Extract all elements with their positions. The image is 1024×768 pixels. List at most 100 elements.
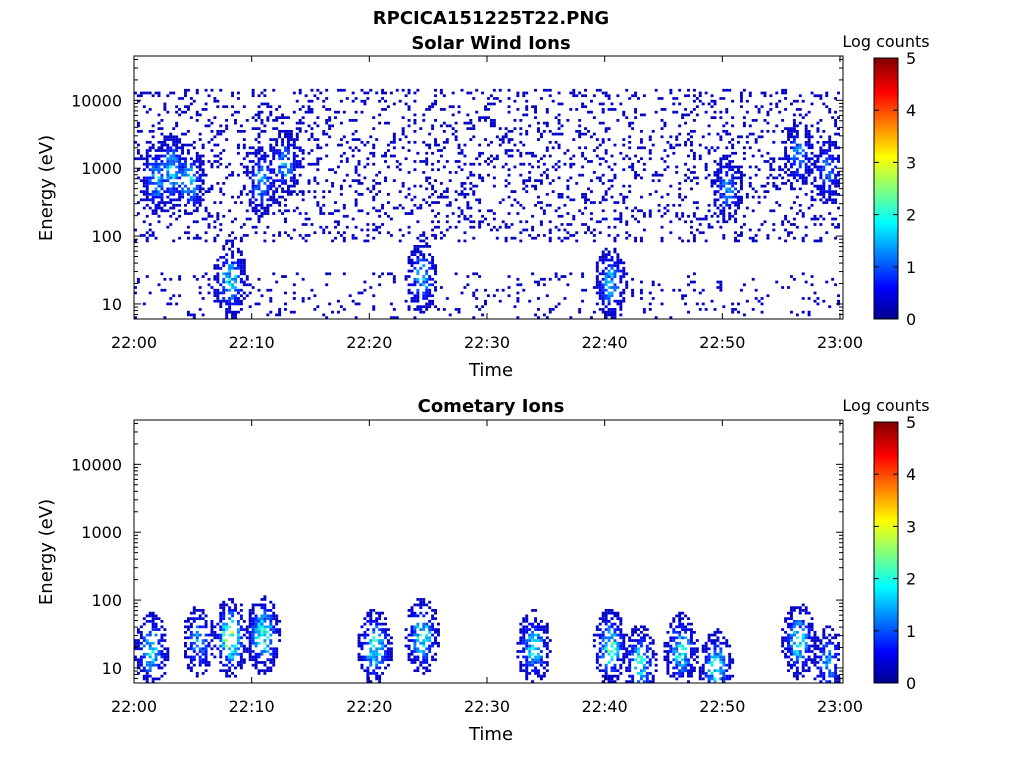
heatmap-cell [269, 639, 273, 642]
heatmap-cell [407, 633, 411, 637]
heatmap-cell [431, 628, 435, 631]
heatmap-cell [719, 171, 723, 174]
heatmap-cell [719, 184, 723, 188]
heatmap-cell [260, 190, 264, 193]
heatmap-cell [272, 138, 276, 141]
heatmap-cell [231, 633, 235, 637]
heatmap-cell [613, 250, 617, 254]
heatmap-cell [272, 154, 276, 158]
heatmap-cell [242, 619, 246, 623]
heatmap-cell [678, 288, 682, 292]
heatmap-cell [525, 113, 529, 117]
heatmap-cell [269, 288, 273, 292]
heatmap-cell [184, 88, 187, 92]
heatmap-cell [728, 206, 732, 210]
heatmap-cell [642, 212, 646, 215]
heatmap-cell [207, 223, 211, 226]
heatmap-cell [507, 195, 511, 199]
heatmap-cell [487, 108, 490, 111]
heatmap-cell [684, 302, 688, 306]
heatmap-cell [484, 302, 487, 306]
heatmap-cell [407, 258, 411, 262]
heatmap-cell [436, 641, 440, 645]
heatmap-cell [175, 157, 179, 161]
heatmap-cell [145, 160, 149, 163]
heatmap-cell [195, 674, 199, 678]
heatmap-cell [389, 217, 393, 221]
heatmap-cell [492, 225, 496, 229]
heatmap-cell [378, 617, 382, 620]
heatmap-cell [157, 650, 161, 653]
heatmap-cell [737, 140, 740, 144]
heatmap-cell [689, 140, 693, 144]
heatmap-cell [257, 168, 261, 172]
heatmap-cell [236, 633, 240, 637]
heatmap-cell [284, 308, 287, 311]
heatmap-cell [257, 669, 261, 673]
heatmap-cell [681, 212, 685, 215]
heatmap-cell [160, 288, 164, 292]
heatmap-cell [701, 302, 705, 306]
heatmap-cell [151, 650, 155, 653]
heatmap-cell [834, 179, 838, 183]
heatmap-cell [489, 102, 493, 106]
heatmap-cell [184, 162, 187, 166]
heatmap-cell [622, 297, 626, 300]
heatmap-cell [422, 297, 426, 300]
heatmap-cell [148, 674, 152, 678]
heatmap-cell [604, 91, 608, 95]
heatmap-cell [622, 647, 626, 651]
heatmap-cell [548, 154, 552, 158]
heatmap-cell [754, 165, 758, 169]
heatmap-cell [834, 157, 838, 161]
heatmap-cell [381, 639, 385, 642]
heatmap-cell [307, 108, 311, 111]
heatmap-cell [410, 253, 414, 256]
heatmap-cell [192, 658, 196, 662]
heatmap-cell [160, 143, 164, 147]
heatmap-cell [434, 201, 437, 204]
heatmap-cell [219, 603, 223, 607]
heatmap-cell [263, 190, 267, 193]
heatmap-cell [631, 652, 635, 656]
heatmap-cell [254, 658, 258, 662]
heatmap-cell [251, 611, 255, 615]
heatmap-cell [189, 195, 193, 199]
heatmap-cell [181, 157, 185, 161]
heatmap-cell [254, 619, 258, 623]
heatmap-cell [289, 165, 293, 169]
heatmap-cell [234, 606, 237, 610]
heatmap-cell [795, 108, 799, 111]
heatmap-cell [245, 630, 249, 634]
heatmap-cell [513, 236, 517, 240]
heatmap-cell [610, 674, 614, 678]
heatmap-cell [516, 277, 520, 281]
heatmap-cell [269, 628, 273, 631]
heatmap-cell [401, 88, 405, 92]
heatmap-cell [428, 619, 432, 623]
heatmap-cell [810, 124, 814, 128]
heatmap-cell [751, 209, 755, 213]
heatmap-cell [692, 288, 696, 292]
heatmap-cell [604, 316, 608, 319]
heatmap-cell [642, 146, 646, 150]
heatmap-cell [457, 214, 461, 218]
heatmap-cell [213, 160, 217, 163]
heatmap-cell [819, 94, 823, 98]
heatmap-cell [413, 253, 417, 256]
heatmap-cell [275, 313, 279, 317]
heatmap-cell [157, 113, 161, 117]
heatmap-cell [242, 283, 246, 287]
heatmap-cell [181, 149, 185, 152]
heatmap-cell [616, 201, 620, 204]
heatmap-cell [186, 647, 190, 651]
heatmap-cell [637, 146, 640, 150]
heatmap-cell [607, 302, 611, 306]
heatmap-cell [254, 641, 258, 645]
heatmap-cell [731, 116, 735, 120]
heatmap-cell [766, 160, 770, 163]
heatmap-cell [687, 154, 690, 158]
heatmap-cell [651, 283, 655, 287]
heatmap-cell [386, 231, 390, 235]
heatmap-cell [281, 195, 285, 199]
